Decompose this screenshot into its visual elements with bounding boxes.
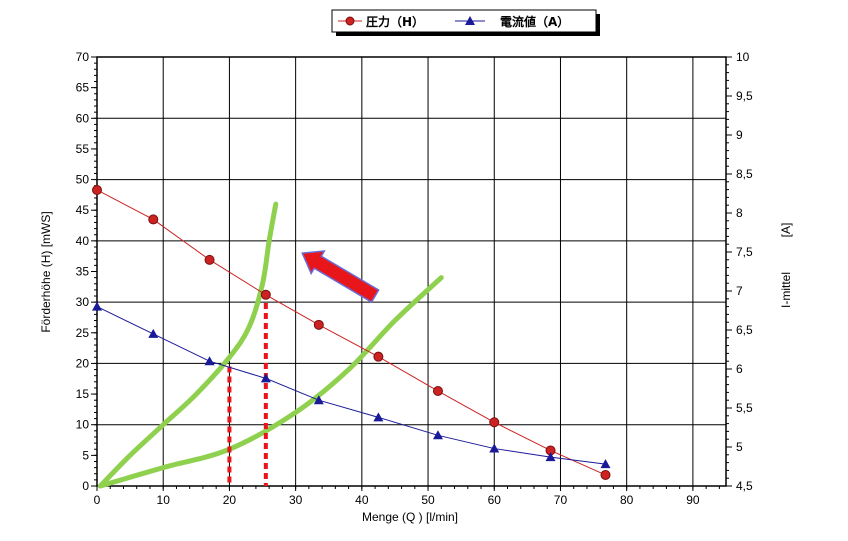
legend: 圧力（H） 電流値（A） [331, 9, 600, 36]
y-right-tick-label: 5 [736, 440, 743, 454]
legend-label-pressure: 圧力（H） [366, 14, 424, 29]
y-left-tick-label: 0 [82, 479, 89, 493]
pressure-point [92, 184, 102, 195]
y-right-tick-label: 6,5 [736, 323, 753, 337]
y-right-tick-label: 8 [736, 206, 743, 220]
x-tick-label: 30 [289, 493, 303, 507]
x-tick-label: 20 [223, 493, 237, 507]
current-point [148, 328, 159, 338]
legend-label-current: 電流値（A） [500, 14, 569, 29]
annotations [97, 201, 444, 489]
current-point [432, 430, 443, 440]
x-tick-label: 0 [94, 493, 101, 507]
current-point [545, 452, 556, 462]
y-left-tick-label: 55 [76, 142, 90, 156]
current-point [92, 301, 102, 311]
y-left-tick-label: 30 [76, 295, 90, 309]
legend-marker-current [465, 16, 475, 25]
system-curve [97, 275, 444, 489]
y-left-tick-label: 70 [76, 50, 90, 64]
pressure-point [204, 254, 215, 265]
y-left-tick-label: 40 [76, 234, 90, 248]
y-left-tick-label: 50 [76, 173, 90, 187]
current-point [373, 412, 384, 422]
y-right-tick-label: 9,5 [736, 89, 753, 103]
current-point [204, 356, 215, 366]
plot-grid [96, 56, 727, 487]
y-left-tick-label: 5 [82, 448, 89, 462]
current-point [260, 373, 271, 383]
x-tick-label: 80 [620, 493, 634, 507]
pressure-point [313, 319, 324, 330]
y-left-tick-label: 10 [76, 418, 90, 432]
axis-labels: 0 10 20 30 40 50 60 70 80 90 0 5 10 15 20 25 30 35 40 45 50 5… [76, 50, 753, 507]
y-axis-right-unit: [A] [779, 223, 793, 238]
y-left-tick-label: 25 [76, 326, 90, 340]
y-axis-left-title: Förderhöhe (H) [mWS] [39, 211, 53, 332]
current-point [489, 443, 500, 453]
x-tick-label: 10 [157, 493, 171, 507]
y-right-tick-label: 4,5 [736, 479, 753, 493]
plot-area [97, 57, 726, 486]
pressure-point [600, 469, 611, 480]
pressure-point [432, 386, 443, 397]
y-left-tick-label: 35 [76, 265, 90, 279]
direction-arrow [301, 250, 380, 304]
y-right-tick-label: 6 [736, 362, 743, 376]
y-right-tick-label: 5,5 [736, 401, 753, 415]
y-left-tick-label: 20 [76, 356, 90, 370]
y-right-tick-label: 7 [736, 284, 743, 298]
current-point [313, 395, 324, 405]
pressure-point [148, 214, 159, 225]
data-series [92, 184, 611, 480]
x-tick-label: 40 [355, 493, 369, 507]
x-tick-label: 90 [686, 493, 700, 507]
current-point [600, 459, 611, 469]
x-tick-label: 50 [421, 493, 435, 507]
y-left-tick-label: 65 [76, 81, 90, 95]
x-tick-label: 60 [488, 493, 502, 507]
series-line [96, 189, 606, 476]
pressure-point [489, 417, 500, 428]
x-axis-title: Menge (Q ) [l/min] [362, 510, 458, 524]
y-left-tick-label: 45 [76, 203, 90, 217]
y-right-tick-label: 9 [736, 128, 743, 142]
pressure-point [260, 289, 271, 300]
y-axis-right-title: I-mittel [779, 272, 793, 308]
legend-marker-pressure [345, 16, 355, 26]
pressure-point [373, 351, 384, 362]
y-right-tick-label: 8,5 [736, 167, 753, 181]
y-right-tick-label: 10 [736, 50, 750, 64]
y-left-tick-label: 60 [76, 111, 90, 125]
x-tick-label: 70 [554, 493, 568, 507]
series-line [96, 306, 606, 465]
system-curve [97, 201, 279, 489]
y-left-tick-label: 15 [76, 387, 90, 401]
y-right-tick-label: 7,5 [736, 245, 753, 259]
